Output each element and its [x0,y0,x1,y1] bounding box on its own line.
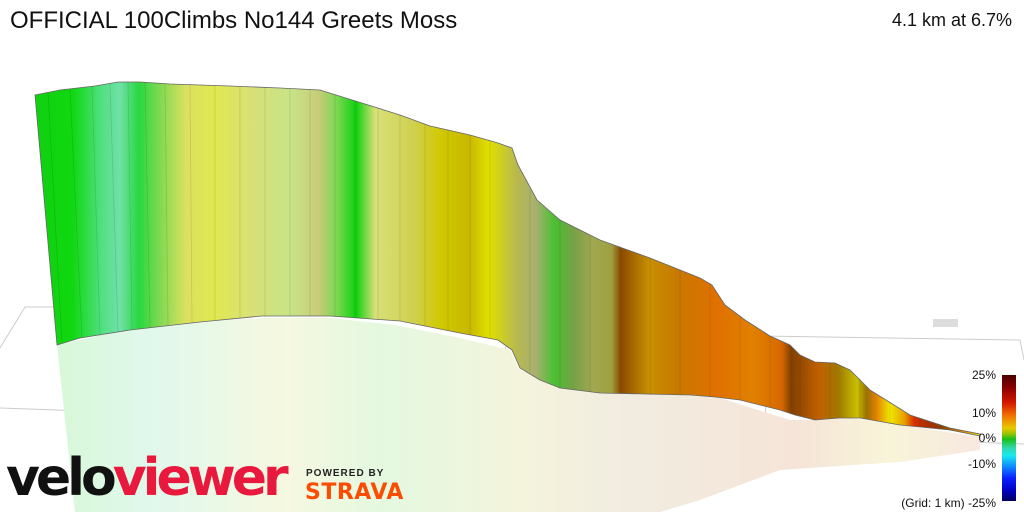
powered-by-label: POWERED BY [306,468,385,479]
legend-label-minus10: -10% [967,457,996,471]
profile-reflection [57,318,980,512]
profile-wall [34,81,981,437]
legend-label-10: 10% [971,406,996,420]
segment-lines [47,81,951,431]
legend-label-0: 0% [978,431,996,445]
gradient-color-scale [1002,375,1016,501]
strava-logo: STRAVA [305,480,404,505]
legend-label-25: 25% [971,368,996,382]
climb-summary: 4.1 km at 6.7% [891,10,1012,30]
veloviewer-logo: veloviewer [6,448,289,508]
page-title: OFFICIAL 100Climbs No144 Greets Moss [10,7,458,34]
grid-note: (Grid: 1 km) -25% [901,496,996,510]
grid-scale-marker [933,319,958,327]
